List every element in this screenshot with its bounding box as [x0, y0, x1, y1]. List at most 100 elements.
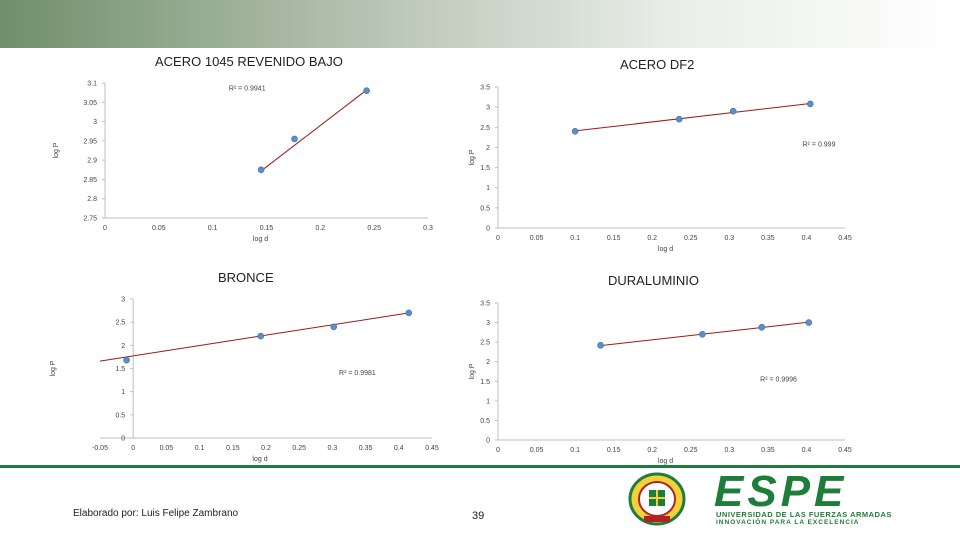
- x-tick-label: 0.15: [607, 235, 621, 242]
- data-point: [363, 87, 370, 95]
- x-axis-label: log d: [252, 456, 267, 463]
- r2-annotation: R² = 0.9941: [229, 86, 266, 93]
- espe-logo: ESPE UNIVERSIDAD DE LAS FUERZAS ARMADAS …: [628, 467, 948, 528]
- y-tick-label: 0.5: [480, 205, 490, 212]
- data-point: [699, 331, 706, 338]
- r2-annotation: R² = 0.9981: [339, 370, 376, 377]
- y-tick-label: 0: [121, 436, 125, 443]
- x-tick-label: 0.2: [647, 235, 657, 242]
- x-tick-label: 0: [103, 225, 107, 232]
- author-credit: Elaborado por: Luis Felipe Zambrano: [73, 508, 239, 519]
- y-tick-label: 1: [121, 389, 125, 396]
- y-tick-label: 0.5: [115, 412, 125, 419]
- data-point: [405, 309, 413, 317]
- x-tick-label: 0.05: [152, 225, 166, 232]
- y-tick-label: 3: [93, 119, 97, 126]
- y-tick-label: 2.95: [83, 138, 97, 145]
- x-tick-label: -0.05: [92, 445, 108, 452]
- x-tick-label: 0.3: [724, 235, 734, 242]
- x-tick-label: 0.25: [292, 445, 306, 452]
- chart-title-acero-1045: ACERO 1045 REVENIDO BAJO: [155, 54, 343, 69]
- data-point: [675, 115, 683, 123]
- header-band: [0, 0, 960, 48]
- x-tick-label: 0.35: [359, 445, 373, 452]
- r2-annotation: R² = 0.999: [803, 142, 836, 149]
- data-point: [257, 332, 264, 340]
- x-tick-label: 0.15: [607, 447, 621, 454]
- data-point: [805, 319, 813, 326]
- y-tick-label: 2: [486, 145, 490, 152]
- y-axis-label: log P: [469, 149, 476, 165]
- data-point: [597, 341, 604, 349]
- y-tick-label: 3: [486, 105, 490, 112]
- y-tick-label: 3.1: [87, 81, 97, 88]
- x-tick-label: 0.15: [260, 225, 274, 232]
- x-axis-label: log d: [253, 236, 268, 243]
- data-point: [806, 100, 814, 108]
- data-point: [571, 128, 579, 135]
- data-point: [758, 323, 766, 331]
- y-tick-label: 3: [121, 297, 125, 304]
- x-tick-label: 0.35: [761, 447, 775, 454]
- x-tick-label: 0.2: [647, 447, 657, 454]
- trendline: [575, 103, 811, 132]
- x-tick-label: 0.1: [570, 447, 580, 454]
- y-tick-label: 0: [486, 226, 490, 233]
- x-tick-label: 0.2: [261, 445, 271, 452]
- footer-divider: [0, 465, 960, 468]
- x-tick-label: 0.25: [684, 447, 698, 454]
- y-tick-label: 0: [486, 438, 490, 445]
- x-tick-label: 0.4: [802, 235, 812, 242]
- y-tick-label: 3.05: [83, 100, 97, 107]
- y-tick-label: 1.5: [480, 165, 490, 172]
- trendline: [99, 312, 409, 362]
- y-tick-label: 3: [486, 320, 490, 327]
- x-axis-label: log d: [658, 458, 673, 465]
- y-tick-label: 2.75: [83, 216, 97, 223]
- x-tick-label: 0.25: [684, 235, 698, 242]
- y-tick-label: 2.8: [87, 196, 97, 203]
- y-axis-label: log P: [469, 363, 476, 379]
- x-tick-label: 0.3: [724, 447, 734, 454]
- x-tick-label: 0: [496, 447, 500, 454]
- x-tick-label: 0.1: [195, 445, 205, 452]
- y-tick-label: 2.9: [87, 158, 97, 165]
- data-point: [729, 107, 737, 115]
- chart-title-acero-df2: ACERO DF2: [620, 57, 695, 72]
- x-tick-label: 0.05: [160, 445, 174, 452]
- y-tick-label: 2: [486, 359, 490, 366]
- brand-tagline-1: UNIVERSIDAD DE LAS FUERZAS ARMADAS: [716, 510, 892, 519]
- data-point: [330, 323, 338, 331]
- brand-wordmark: ESPE: [714, 467, 848, 516]
- y-tick-label: 2.85: [83, 177, 97, 184]
- y-tick-label: 2.5: [480, 340, 490, 347]
- university-seal-icon: [628, 472, 686, 526]
- data-point: [123, 356, 130, 364]
- x-tick-label: 0.1: [570, 235, 580, 242]
- x-tick-label: 0: [496, 235, 500, 242]
- x-tick-label: 0.35: [761, 235, 775, 242]
- y-tick-label: 0.5: [480, 418, 490, 425]
- x-tick-label: 0.05: [530, 447, 544, 454]
- x-tick-label: 0.4: [394, 445, 404, 452]
- x-tick-label: 0.2: [315, 225, 325, 232]
- y-tick-label: 2: [121, 343, 125, 350]
- y-tick-label: 1.5: [480, 379, 490, 386]
- data-point: [291, 135, 298, 143]
- r2-annotation: R² = 0.9996: [760, 376, 797, 383]
- x-tick-label: 0.1: [208, 225, 218, 232]
- x-axis-label: log d: [658, 246, 673, 253]
- x-tick-label: 0.3: [423, 225, 433, 232]
- y-axis-label: log P: [50, 360, 57, 376]
- x-tick-label: 0.3: [328, 445, 338, 452]
- x-tick-label: 0.45: [838, 447, 852, 454]
- y-tick-label: 1: [486, 398, 490, 405]
- y-axis-label: log P: [53, 142, 60, 158]
- x-tick-label: 0.15: [226, 445, 240, 452]
- y-tick-label: 1.5: [115, 366, 125, 373]
- chart-title-duraluminio: DURALUMINIO: [608, 273, 700, 288]
